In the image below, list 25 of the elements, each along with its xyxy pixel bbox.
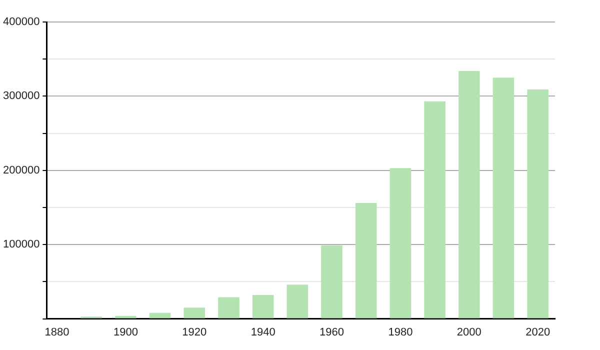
bar xyxy=(252,295,274,318)
x-tick-label: 1880 xyxy=(44,326,70,338)
bar xyxy=(149,312,171,318)
x-tick-label: 1940 xyxy=(250,326,276,338)
x-tick-label: 1900 xyxy=(113,326,138,338)
bar xyxy=(355,203,377,318)
x-tick-label: 1960 xyxy=(320,326,344,338)
bar xyxy=(218,297,240,318)
y-tick-label: 400000 xyxy=(2,16,40,28)
y-tick-label: 100000 xyxy=(2,238,40,251)
bar xyxy=(184,308,206,318)
bar xyxy=(424,101,446,318)
bar xyxy=(527,90,548,318)
x-tick-label: 1980 xyxy=(388,326,413,338)
x-tick-label: 1920 xyxy=(182,326,207,338)
bar xyxy=(390,168,412,318)
bar xyxy=(321,245,342,318)
bar xyxy=(492,78,514,318)
x-tick-label: 2000 xyxy=(456,326,482,338)
y-tick-label: 300000 xyxy=(2,90,40,102)
bar xyxy=(115,316,136,318)
bar xyxy=(286,284,308,318)
y-tick-label: 200000 xyxy=(2,164,40,176)
bar xyxy=(458,70,480,318)
x-tick-label: 2020 xyxy=(526,326,550,338)
